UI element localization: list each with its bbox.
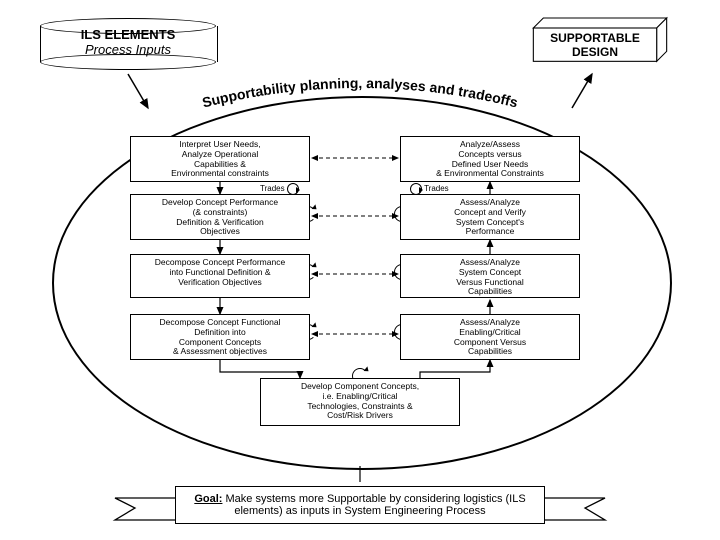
ribbon-left (115, 498, 175, 520)
box-l3: Decompose Concept Performanceinto Functi… (130, 254, 310, 298)
box-l1: Interpret User Needs,Analyze Operational… (130, 136, 310, 182)
ils-subtitle: Process Inputs (85, 42, 171, 57)
goal-text: Make systems more Supportable by conside… (226, 493, 526, 517)
box-r4: Assess/AnalyzeEnabling/CriticalComponent… (400, 314, 580, 360)
box-r3: Assess/AnalyzeSystem ConceptVersus Funct… (400, 254, 580, 298)
arrow-design-out (572, 74, 592, 108)
arrow-ils-in (128, 74, 148, 108)
box-l4: Decompose Concept FunctionalDefinition i… (130, 314, 310, 360)
box-b5: Develop Component Concepts,i.e. Enabling… (260, 378, 460, 426)
ils-elements-cylinder: ILS ELEMENTS Process Inputs (40, 18, 216, 70)
goal-label: Goal: (194, 493, 222, 505)
design-line1: SUPPORTABLE (550, 31, 640, 45)
box-l2: Develop Concept Performance(& constraint… (130, 194, 310, 240)
ribbon-right (545, 498, 605, 520)
ils-title: ILS ELEMENTS (81, 27, 176, 42)
goal-banner: Goal: Make systems more Supportable by c… (175, 486, 545, 524)
box-r2: Assess/AnalyzeConcept and VerifySystem C… (400, 194, 580, 240)
supportable-design-box: SUPPORTABLE DESIGN (520, 18, 680, 68)
design-line2: DESIGN (572, 45, 618, 59)
box-r1: Analyze/AssessConcepts versusDefined Use… (400, 136, 580, 182)
